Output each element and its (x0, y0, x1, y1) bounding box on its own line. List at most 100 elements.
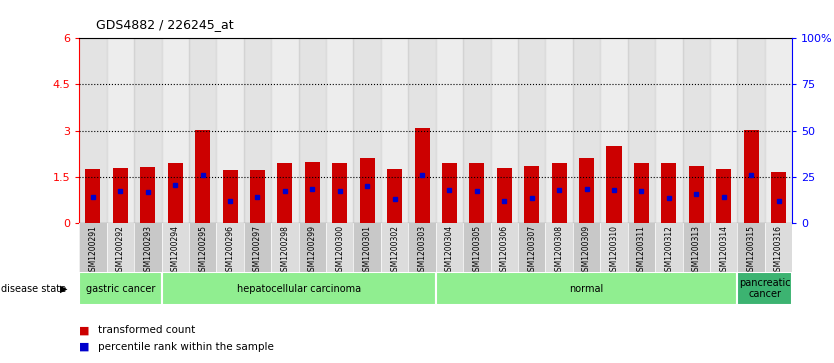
Text: GSM1200294: GSM1200294 (171, 225, 179, 276)
Bar (168, 163, 183, 223)
Bar (244, 223, 271, 272)
Text: GSM1200300: GSM1200300 (335, 225, 344, 276)
Bar (271, 223, 299, 272)
Bar (409, 223, 435, 272)
Bar (634, 163, 649, 223)
Bar (250, 170, 265, 223)
Text: percentile rank within the sample: percentile rank within the sample (98, 342, 274, 352)
Bar (490, 38, 518, 223)
Bar (551, 163, 567, 223)
Bar (716, 169, 731, 223)
Text: GSM1200302: GSM1200302 (390, 225, 399, 276)
Text: GSM1200297: GSM1200297 (253, 225, 262, 276)
Bar (744, 130, 759, 223)
Bar (299, 38, 326, 223)
Bar (579, 158, 594, 223)
Bar (134, 38, 162, 223)
Bar (442, 163, 457, 223)
Text: ■: ■ (79, 325, 90, 335)
Text: GSM1200303: GSM1200303 (418, 225, 426, 276)
Bar (387, 169, 402, 223)
Bar (710, 223, 737, 272)
Text: hepatocellular carcinoma: hepatocellular carcinoma (237, 284, 360, 294)
Bar (470, 163, 485, 223)
Bar (600, 38, 628, 223)
Bar (606, 146, 621, 223)
Text: GSM1200292: GSM1200292 (116, 225, 125, 276)
Text: GSM1200307: GSM1200307 (527, 225, 536, 276)
Text: gastric cancer: gastric cancer (86, 284, 155, 294)
Bar (113, 168, 128, 223)
Bar (278, 163, 293, 223)
Bar (134, 223, 162, 272)
Bar (737, 38, 765, 223)
Bar (518, 223, 545, 272)
Bar (79, 38, 107, 223)
Text: GSM1200311: GSM1200311 (637, 225, 646, 276)
Bar (710, 38, 737, 223)
Text: GDS4882 / 226245_at: GDS4882 / 226245_at (96, 18, 234, 31)
Text: GSM1200310: GSM1200310 (610, 225, 619, 276)
Bar (244, 38, 271, 223)
Bar (463, 223, 490, 272)
Bar (326, 38, 354, 223)
Bar (162, 223, 189, 272)
Text: GSM1200304: GSM1200304 (445, 225, 454, 276)
Bar (304, 162, 320, 223)
Bar (85, 169, 100, 223)
Text: transformed count: transformed count (98, 325, 195, 335)
Text: GSM1200295: GSM1200295 (198, 225, 207, 276)
Bar (661, 163, 676, 223)
Bar (223, 170, 238, 223)
Bar (525, 166, 540, 223)
Bar (354, 223, 381, 272)
Bar (573, 223, 600, 272)
Text: disease state: disease state (1, 284, 66, 294)
Text: ■: ■ (79, 342, 90, 352)
Bar (409, 38, 435, 223)
Bar (435, 272, 737, 305)
Bar (326, 223, 354, 272)
Bar (381, 38, 409, 223)
Bar (628, 223, 656, 272)
Bar (195, 130, 210, 223)
Bar (490, 223, 518, 272)
Bar (497, 168, 512, 223)
Text: GSM1200296: GSM1200296 (225, 225, 234, 276)
Bar (771, 172, 786, 223)
Text: GSM1200315: GSM1200315 (746, 225, 756, 276)
Bar (354, 38, 381, 223)
Bar (682, 38, 710, 223)
Bar (656, 38, 682, 223)
Bar (656, 223, 682, 272)
Bar (682, 223, 710, 272)
Bar (765, 223, 792, 272)
Bar (216, 38, 244, 223)
Bar (518, 38, 545, 223)
Text: GSM1200293: GSM1200293 (143, 225, 153, 276)
Bar (107, 223, 134, 272)
Text: GSM1200313: GSM1200313 (692, 225, 701, 276)
Text: GSM1200309: GSM1200309 (582, 225, 591, 276)
Bar (765, 38, 792, 223)
Bar (79, 223, 107, 272)
Text: normal: normal (570, 284, 604, 294)
Bar (435, 223, 463, 272)
Bar (107, 38, 134, 223)
Bar (628, 38, 656, 223)
Text: GSM1200305: GSM1200305 (472, 225, 481, 276)
Bar (299, 223, 326, 272)
Bar (689, 166, 704, 223)
Bar (600, 223, 628, 272)
Bar (545, 223, 573, 272)
Bar (271, 38, 299, 223)
Bar (216, 223, 244, 272)
Bar (737, 272, 792, 305)
Text: GSM1200291: GSM1200291 (88, 225, 98, 276)
Text: GSM1200312: GSM1200312 (665, 225, 673, 276)
Bar (189, 223, 216, 272)
Bar (332, 163, 347, 223)
Text: ▶: ▶ (60, 284, 68, 294)
Bar (463, 38, 490, 223)
Text: GSM1200308: GSM1200308 (555, 225, 564, 276)
